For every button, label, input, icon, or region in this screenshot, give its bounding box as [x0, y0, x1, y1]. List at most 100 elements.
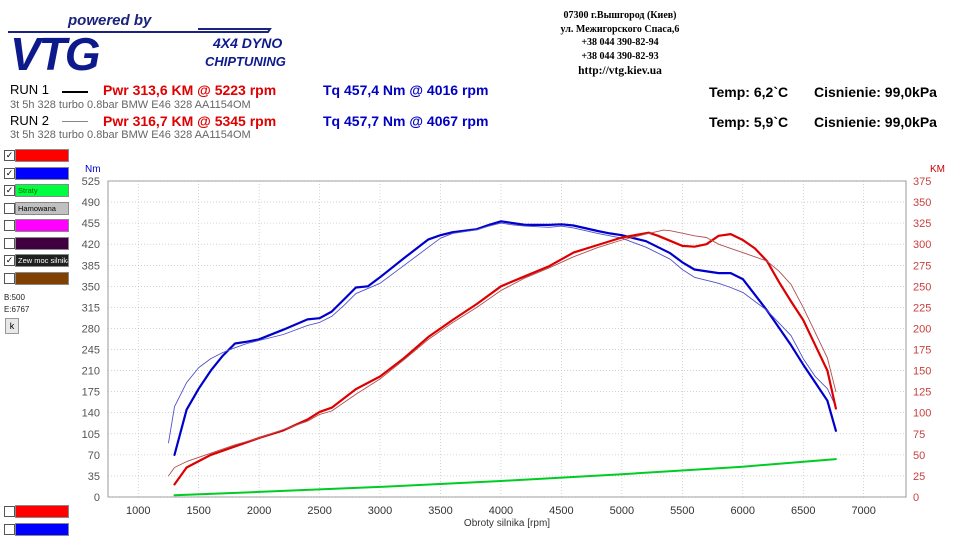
- run1-power: Pwr 313,6 KM @ 5223 rpm: [103, 82, 277, 98]
- channel-checkbox[interactable]: [4, 202, 15, 214]
- channel-checkbox[interactable]: [4, 237, 15, 249]
- bottom-checkbox-list: MAP AFR: [2, 504, 70, 539]
- channel-row[interactable]: Inercja: [2, 218, 70, 236]
- x-tick-label: 2500: [307, 505, 331, 517]
- y-right-tick-label: 350: [913, 197, 931, 209]
- vtg-logo: powered by VTG 4X4 DYNO CHIPTUNING: [8, 8, 308, 80]
- y-right-axis-label: KM: [930, 164, 945, 175]
- chart-grid: [107, 180, 907, 498]
- run2-description: 3t 5h 328 turbo 0.8bar BMW E46 328 AA115…: [10, 129, 251, 141]
- y-right-tick-label: 25: [913, 471, 925, 483]
- y-left-tick-label: 175: [82, 387, 100, 399]
- y-left-tick-label: 490: [82, 197, 100, 209]
- y-right-tick-label: 150: [913, 366, 931, 378]
- logo-line1: 4X4 DYNO: [212, 35, 282, 51]
- channel-row[interactable]: ✓ Moment obr.: [2, 166, 70, 184]
- channel-label[interactable]: Moment obr.: [15, 166, 69, 180]
- y-left-tick-label: 0: [94, 492, 100, 504]
- channel-checkbox[interactable]: [4, 272, 15, 284]
- channel-checkbox[interactable]: ✓: [4, 185, 15, 196]
- series-torque-run-1: [173, 220, 838, 456]
- channel-label[interactable]: Inercja: [15, 219, 69, 232]
- y-right-tick-label: 100: [913, 408, 931, 420]
- y-left-tick-label: 35: [88, 471, 100, 483]
- y-left-tick-label: 350: [82, 281, 100, 293]
- y-right-tick-label: 175: [913, 345, 931, 357]
- y-right-tick-label: 75: [913, 429, 925, 441]
- run1-line-sample: [62, 91, 88, 93]
- y-left-tick-label: 420: [82, 239, 100, 251]
- aux-channel-row[interactable]: AFR: [2, 522, 70, 540]
- logo-swoosh: [8, 28, 272, 33]
- channel-label[interactable]: Hamowana: [15, 201, 69, 215]
- run2-power: Pwr 316,7 KM @ 5345 rpm: [103, 113, 277, 129]
- aux-channel-checkbox[interactable]: [4, 506, 15, 517]
- y-right-tick-label: 275: [913, 260, 931, 272]
- channel-row[interactable]: Moc kola: [2, 236, 70, 254]
- y-right-tick-label: 225: [913, 302, 931, 314]
- channel-label[interactable]: Moc kola: [15, 236, 69, 250]
- channel-row[interactable]: ✓ Straty: [2, 183, 70, 201]
- y-left-tick-label: 245: [82, 345, 100, 357]
- x-tick-label: 7000: [851, 505, 875, 517]
- channel-checkbox[interactable]: [4, 220, 15, 231]
- y-right-tick-label: 0: [913, 492, 919, 504]
- contact-address-1: 07300 г.Вышгород (Киев): [563, 10, 677, 21]
- x-tick-label: 1500: [186, 505, 210, 517]
- y-left-tick-label: 315: [82, 302, 100, 314]
- x-tick-label: 3500: [428, 505, 452, 517]
- x-tick-label: 6500: [791, 505, 815, 517]
- channel-row[interactable]: ✓ Zew moc silnika: [2, 253, 70, 271]
- aux-channel-label[interactable]: AFR: [15, 522, 69, 536]
- channel-checkbox[interactable]: ✓: [4, 167, 15, 179]
- logo-line2: CHIPTUNING: [205, 54, 286, 69]
- y-left-tick-label: 210: [82, 366, 100, 378]
- contact-phone-2: +38 044 390-82-93: [581, 50, 659, 62]
- channel-row[interactable]: ✓ Moc: [2, 148, 70, 166]
- logo-tagline: powered by: [67, 12, 152, 29]
- run1-label: RUN 1: [10, 82, 50, 97]
- run2-line-sample: [62, 121, 88, 122]
- run2-label: RUN 2: [10, 113, 50, 128]
- run2-pressure: Cisnienie: 99,0kPa: [814, 114, 937, 130]
- channel-row[interactable]: Hamowana: [2, 201, 70, 219]
- x-tick-label: 3000: [368, 505, 392, 517]
- chart-curves: [168, 220, 838, 497]
- series-power-run-2: [168, 229, 837, 477]
- channel-label[interactable]: Moc: [15, 149, 69, 162]
- aux-channel-row[interactable]: MAP: [2, 504, 70, 522]
- y-right-tick-label: 125: [913, 387, 931, 399]
- y-left-tick-label: 105: [82, 429, 100, 441]
- contact-address-2: ул. Межигорского Спаса,6: [560, 23, 680, 35]
- x-tick-label: 4500: [549, 505, 573, 517]
- channel-label[interactable]: Straty: [15, 184, 69, 197]
- y-left-tick-label: 525: [82, 176, 100, 188]
- y-left-tick-label: 455: [82, 218, 100, 230]
- y-right-tick-label: 325: [913, 218, 931, 230]
- y-right-tick-label: 300: [913, 239, 931, 251]
- aux-channel-label[interactable]: MAP: [15, 505, 69, 518]
- channel-label[interactable]: Poslizg: [15, 271, 69, 285]
- run1-pressure: Cisnienie: 99,0kPa: [814, 84, 937, 100]
- run2-torque: Tq 457,7 Nm @ 4067 rpm: [323, 113, 489, 129]
- y-left-tick-label: 280: [82, 323, 100, 335]
- y-left-axis-label: Nm: [85, 164, 101, 175]
- x-tick-label: 4000: [489, 505, 513, 517]
- aux-channel-checkbox[interactable]: [4, 523, 15, 535]
- channel-checkbox[interactable]: ✓: [4, 255, 15, 266]
- run1-temp: Temp: 6,2`C: [709, 84, 789, 100]
- channel-label[interactable]: Zew moc silnika: [15, 254, 69, 267]
- k-button[interactable]: k: [5, 318, 19, 334]
- contact-url[interactable]: http://vtg.kiev.ua: [578, 65, 662, 77]
- series-power-run-1: [173, 231, 838, 486]
- y-left-tick-label: 385: [82, 260, 100, 272]
- channel-row[interactable]: Poslizg: [2, 271, 70, 289]
- x-tick-label: 5500: [670, 505, 694, 517]
- contact-phone-1: +38 044 390-82-94: [581, 37, 659, 48]
- plot-frame: [107, 180, 907, 498]
- logo-brand: VTG: [10, 28, 100, 76]
- y-right-tick-label: 200: [913, 323, 931, 335]
- channel-checkbox[interactable]: ✓: [4, 150, 15, 161]
- contact-info: 07300 г.Вышгород (Киев) ул. Межигорского…: [520, 9, 720, 79]
